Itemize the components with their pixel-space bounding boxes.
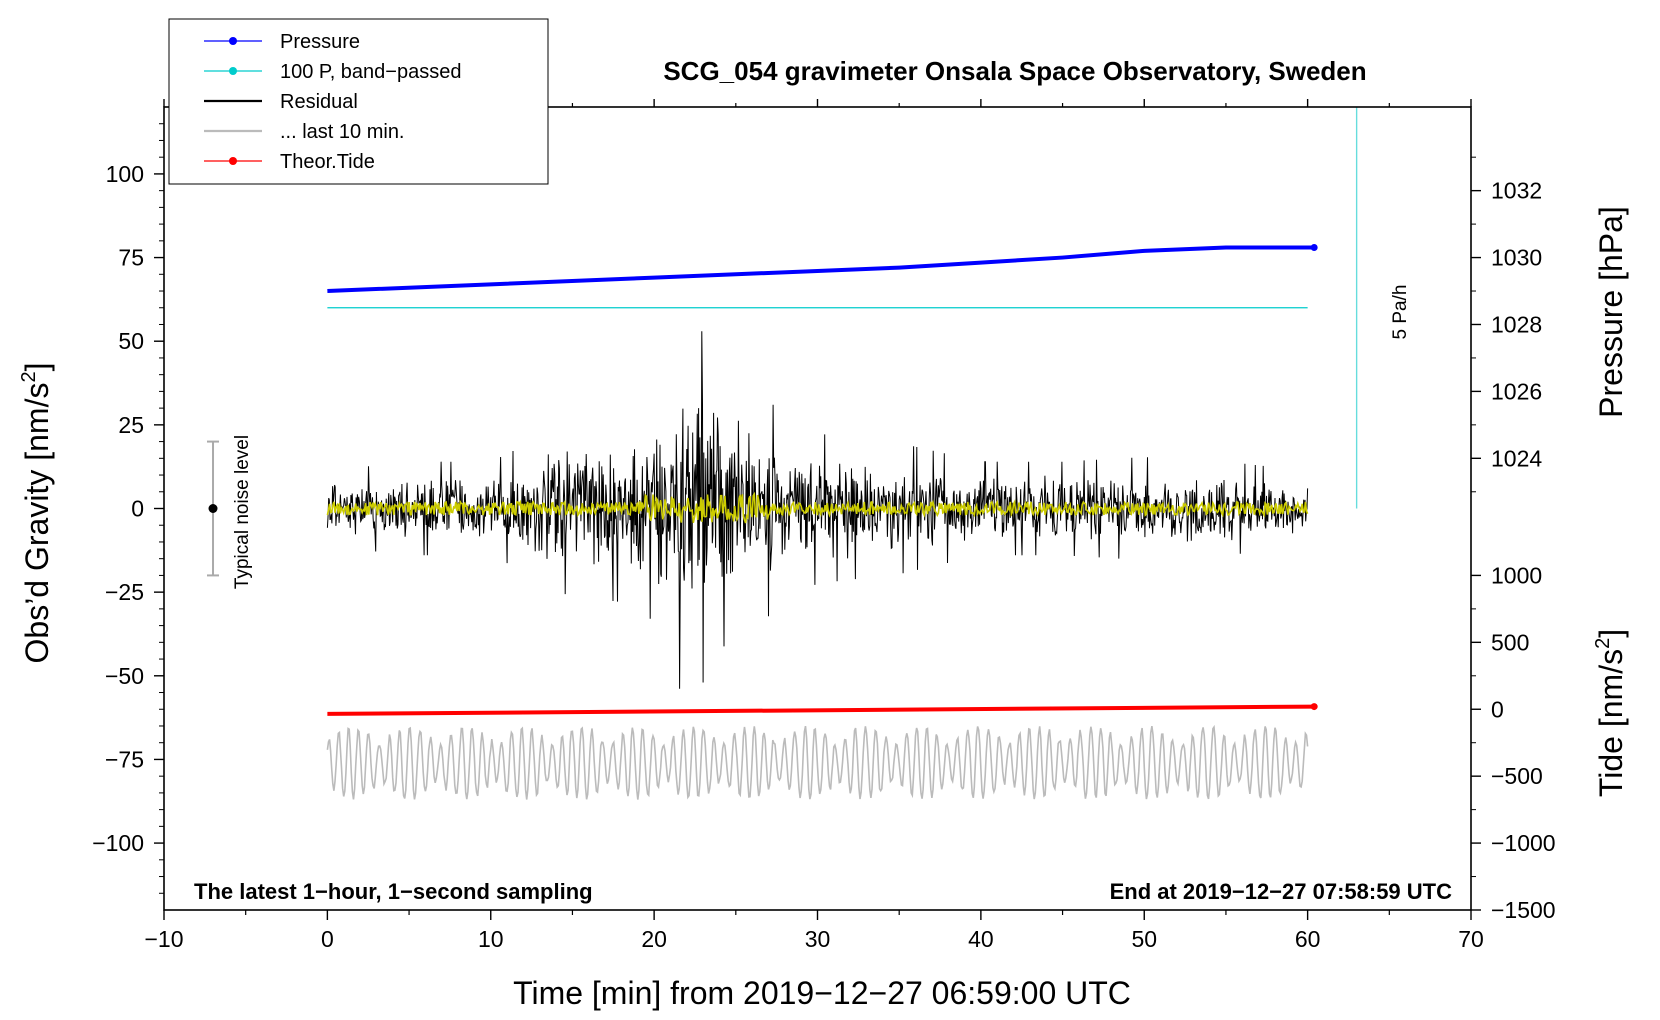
series-theoretical-tide [327,704,1315,716]
legend-marker [229,37,237,45]
y-tick-label: 0 [131,496,144,522]
pressure-tick-label: 1032 [1491,178,1542,204]
x-tick-label: 70 [1458,926,1484,952]
legend: Pressure 100 P, band−passed Residual ... la… [168,18,549,185]
legend-marker [229,157,237,165]
x-axis-title: Time [min] from 2019−12−27 06:59:00 UTC [513,975,1131,1011]
x-tick-label: 10 [478,926,504,952]
plot-area [207,107,1358,800]
noise-bar-center-dot [208,504,218,513]
y-tick-label: −100 [92,830,144,856]
legend-label: 100 P, band−passed [280,61,461,83]
x-tick-label: 60 [1295,926,1321,952]
y-tick-label: 50 [118,328,144,354]
y-axis-title-left: Obs’d Gravity [nm/s2] [18,363,55,664]
tide-tick-label: −1000 [1491,830,1556,856]
tide-tick-label: −500 [1491,763,1543,789]
legend-label: Pressure [280,31,360,53]
sampling-note: The latest 1−hour, 1−second sampling [194,879,593,904]
pressure-end-marker [1310,244,1318,252]
pressure-tick-label: 1024 [1491,445,1542,471]
pressure-tick-label: 1030 [1491,245,1542,271]
x-tick-label: 0 [321,926,334,952]
noise-level-label: Typical noise level [232,435,253,589]
x-tick-label: 20 [641,926,667,952]
legend-label: Theor.Tide [280,151,375,173]
axis-tick-labels: −10 0 10 20 30 40 50 60 701007550250−25−50−75−10… [92,161,1555,952]
tide-tick-label: 0 [1491,696,1504,722]
y-axis-title-pressure: Pressure [hPa] [1593,206,1629,418]
pressure-tick-label: 1028 [1491,311,1542,337]
tide-end-marker [1310,703,1318,711]
x-tick-label: 40 [968,926,994,952]
series-residual [326,331,1309,689]
y-tick-label: −75 [105,746,144,772]
x-tick-label: 50 [1131,926,1157,952]
tide-tick-label: 1000 [1491,562,1542,588]
pressure-tick-label: 1026 [1491,378,1542,404]
y-tick-label: −25 [105,579,144,605]
legend-label: ... last 10 min. [280,121,405,143]
rate-label: 5 Pa/h [1390,285,1411,340]
axis-ticks [154,99,1481,920]
series-residual-smoothed [326,491,1309,524]
series-last-10-min [326,724,1309,800]
end-time-note: End at 2019−12−27 07:58:59 UTC [1110,879,1453,904]
y-axis-title-tide: Tide [nm/s2] [1592,629,1629,797]
legend-marker [229,67,237,75]
tide-tick-label: 500 [1491,629,1529,655]
chart-title: SCG_054 gravimeter Onsala Space Observat… [663,56,1366,86]
series-pressure [327,245,1315,294]
x-tick-label: −10 [144,926,183,952]
legend-label: Residual [280,91,358,113]
y-tick-label: 100 [106,161,144,187]
y-tick-label: −50 [105,663,144,689]
y-tick-label: 75 [118,245,144,271]
x-tick-label: 30 [805,926,831,952]
tide-tick-label: −1500 [1491,897,1556,923]
y-tick-label: 25 [118,412,144,438]
